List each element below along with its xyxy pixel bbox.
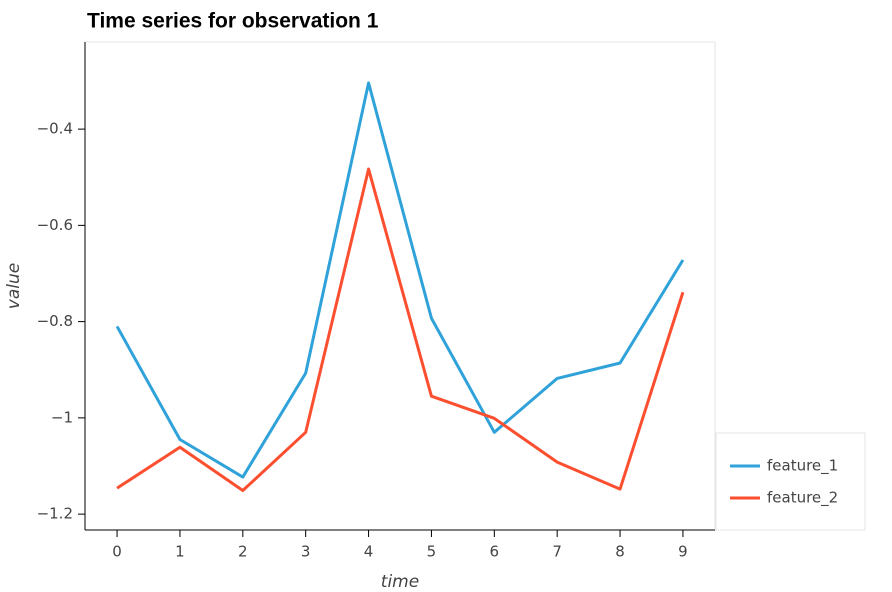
x-tick-label: 2 xyxy=(238,543,248,561)
x-axis-label: time xyxy=(381,572,419,592)
series-line xyxy=(115,81,685,479)
x-tick-label: 1 xyxy=(175,543,185,561)
x-tick-label: 6 xyxy=(490,543,500,561)
y-tick-label: −1.2 xyxy=(37,505,73,523)
legend-box xyxy=(715,432,866,531)
y-axis-label: value xyxy=(4,263,24,309)
x-tick-label: 8 xyxy=(615,543,625,561)
x-tick-label: 4 xyxy=(364,543,374,561)
legend-label: feature_1 xyxy=(767,457,838,476)
x-tick-label: 0 xyxy=(112,543,122,561)
x-tick-label: 5 xyxy=(427,543,437,561)
y-tick-label: −0.4 xyxy=(37,120,73,138)
y-tick-label: −0.6 xyxy=(37,216,73,234)
y-tick-label: −0.8 xyxy=(37,312,73,330)
series-line xyxy=(116,167,685,493)
x-tick-label: 7 xyxy=(552,543,562,561)
x-tick-label: 9 xyxy=(678,543,688,561)
x-tick-label: 3 xyxy=(301,543,311,561)
chart-title: Time series for observation 1 xyxy=(87,10,379,33)
legend-label: feature_2 xyxy=(767,489,838,508)
y-tick-label: −1 xyxy=(51,408,73,426)
